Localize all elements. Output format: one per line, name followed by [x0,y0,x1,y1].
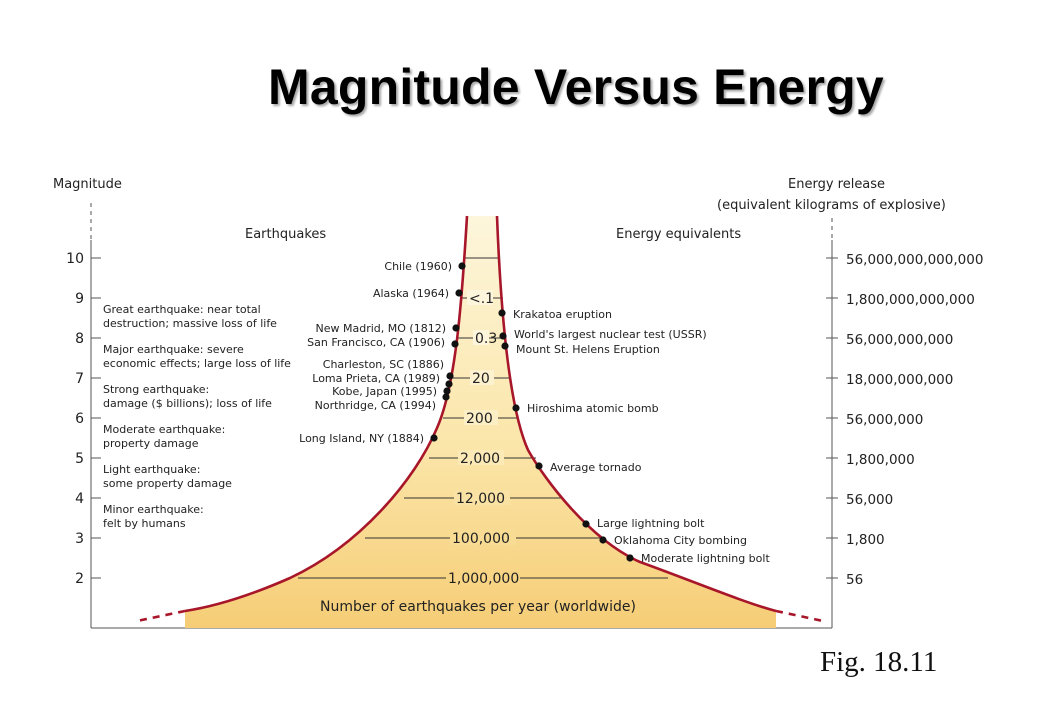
earthquakes-section-title: Earthquakes [245,227,326,242]
magnitude-label: 6 [75,411,84,427]
equivalent-markers [498,309,634,562]
energy-axis-subtitle: (equivalent kilograms of explosive) [717,198,946,213]
magnitude-axis-title: Magnitude [53,177,122,192]
equivalent-point [599,536,607,544]
class-label: Major earthquake: severe [103,343,244,356]
equivalent-point [512,404,520,412]
equivalent-point [498,309,506,317]
slide-title: Magnitude Versus Energy [268,59,884,115]
energy-equivalents-section-title: Energy equivalents [616,227,741,242]
frequency-label: 20 [472,371,490,387]
equivalent-label: Large lightning bolt [597,517,705,530]
equivalent-point [626,554,634,562]
earthquake-point [458,262,466,270]
equivalent-label: Krakatoa eruption [513,308,612,321]
earthquake-point [452,324,460,332]
equivalent-label: World's largest nuclear test (USSR) [514,328,707,341]
earthquake-point [443,387,451,395]
frequency-labels: <.1 0.3 20 200 2,000 12,000 100,000 1,00… [320,290,636,615]
frequency-label: 1,000,000 [448,571,519,587]
magnitude-label: 3 [75,531,84,547]
earthquake-point [446,372,454,380]
equivalent-point [582,520,590,528]
energy-axis-title: Energy release [788,177,885,192]
frequency-label: 200 [466,411,493,427]
magnitude-label: 5 [75,451,84,467]
energy-label: 18,000,000,000 [846,372,953,388]
earthquake-label: Charleston, SC (1886) [323,358,444,371]
class-label: destruction; massive loss of life [103,317,277,330]
energy-ticks [826,257,838,579]
earthquake-events: Chile (1960) Alaska (1964) New Madrid, M… [299,260,466,445]
magnitude-tick-labels: 10 9 8 7 6 5 4 3 2 [66,251,84,587]
energy-tick-labels: 56,000,000,000,000 1,800,000,000,000 56,… [846,252,983,588]
energy-label: 56,000 [846,492,893,508]
energy-label: 56,000,000,000 [846,332,953,348]
earthquake-label: Northridge, CA (1994) [315,399,436,412]
equivalent-point [499,332,507,340]
equivalent-point [501,342,509,350]
equivalent-label: Moderate lightning bolt [641,552,770,565]
frequency-label: <.1 [469,291,494,307]
earthquake-point [451,340,459,348]
equivalent-label: Hiroshima atomic bomb [527,402,659,415]
earthquake-label: Chile (1960) [384,260,452,273]
frequency-label: 2,000 [460,451,500,467]
earthquake-label: Kobe, Japan (1995) [332,385,437,398]
magnitude-ticks [91,257,101,579]
frequency-label: 0.3 [475,331,497,347]
earthquake-label: Alaska (1964) [373,287,449,300]
class-label: Great earthquake: near total [103,303,261,316]
earthquake-point [442,393,450,401]
magnitude-label: 9 [75,291,84,307]
class-label: Strong earthquake: [103,383,209,396]
magnitude-label: 8 [75,331,84,347]
equivalent-label: Mount St. Helens Eruption [516,343,660,356]
energy-label: 56,000,000 [846,412,923,428]
frequency-label: 12,000 [456,491,505,507]
energy-label: 1,800 [846,532,885,548]
earthquake-label: Long Island, NY (1884) [299,432,424,445]
energy-equivalent-events: Krakatoa eruption World's largest nuclea… [498,308,770,565]
figure-label: Fig. 18.11 [820,646,938,678]
magnitude-label: 10 [66,251,84,267]
equivalent-point [535,462,543,470]
energy-label: 56,000,000,000,000 [846,252,983,268]
earthquake-markers [430,262,466,442]
class-label: damage ($ billions); loss of life [103,397,272,410]
magnitude-label: 2 [75,571,84,587]
class-label: felt by humans [103,517,186,530]
class-label: Light earthquake: [103,463,200,476]
energy-label: 1,800,000 [846,452,915,468]
frequency-label: 100,000 [452,531,510,547]
magnitude-label: 7 [75,371,84,387]
energy-label: 56 [846,572,863,588]
frequency-caption: Number of earthquakes per year (worldwid… [320,599,636,615]
class-label: some property damage [103,477,232,490]
class-label: economic effects; large loss of life [103,357,291,370]
earthquake-point [430,434,438,442]
earthquake-classes: Great earthquake: near total destruction… [103,303,291,530]
earthquake-label: New Madrid, MO (1812) [316,322,446,335]
magnitude-label: 4 [75,491,84,507]
earthquake-label: Loma Prieta, CA (1989) [312,372,440,385]
earthquake-point [445,380,453,388]
earthquake-label: San Francisco, CA (1906) [307,336,445,349]
class-label: Minor earthquake: [103,503,204,516]
energy-label: 1,800,000,000,000 [846,292,975,308]
equivalent-label: Average tornado [550,461,642,474]
class-label: property damage [103,437,199,450]
equivalent-label: Oklahoma City bombing [614,534,747,547]
class-label: Moderate earthquake: [103,423,225,436]
earthquake-point [455,289,463,297]
